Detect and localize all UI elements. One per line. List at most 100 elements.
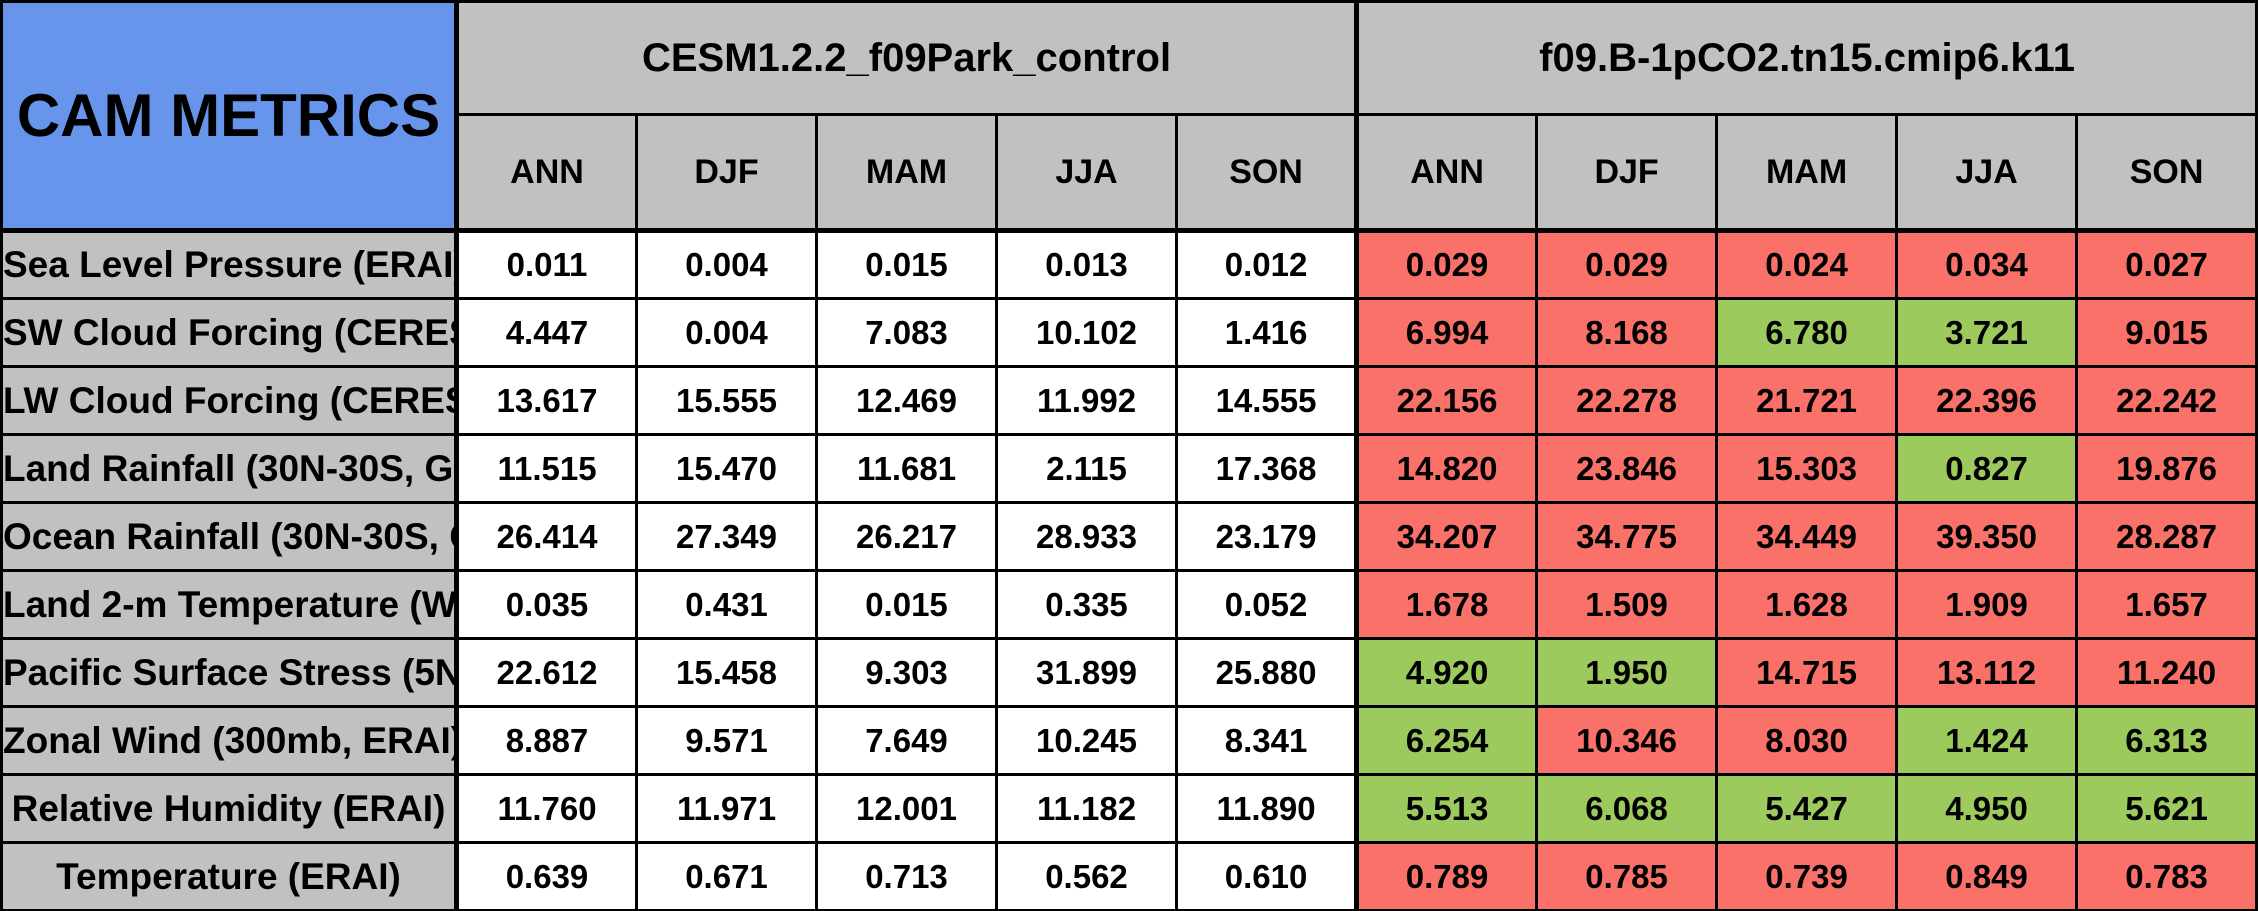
control-value-cell: 0.335 — [995, 569, 1178, 640]
season-header-1-0: ANN — [1354, 113, 1539, 233]
control-value-cell: 23.179 — [1174, 501, 1359, 572]
control-value-cell: 0.013 — [995, 229, 1178, 300]
experiment-value-cell: 15.303 — [1715, 433, 1899, 504]
experiment-value-cell: 28.287 — [2075, 501, 2259, 572]
season-header-0-2: MAM — [815, 113, 998, 233]
metric-row-label: SW Cloud Forcing (CERES-EBAF) — [0, 297, 458, 368]
control-value-cell: 15.458 — [635, 637, 818, 708]
experiment-value-cell: 0.029 — [1535, 229, 1719, 300]
experiment-value-cell: 8.030 — [1715, 705, 1899, 776]
control-value-cell: 11.681 — [815, 433, 998, 504]
experiment-value-cell: 22.242 — [2075, 365, 2259, 436]
control-value-cell: 26.414 — [454, 501, 638, 572]
experiment-value-cell: 11.240 — [2075, 637, 2259, 708]
metric-row-label: Temperature (ERAI) — [0, 841, 458, 911]
control-value-cell: 27.349 — [635, 501, 818, 572]
control-value-cell: 1.416 — [1174, 297, 1359, 368]
metric-row-label: Zonal Wind (300mb, ERAI) — [0, 705, 458, 776]
control-value-cell: 0.004 — [635, 297, 818, 368]
control-value-cell: 2.115 — [995, 433, 1178, 504]
control-value-cell: 13.617 — [454, 365, 638, 436]
table-row: Land 2-m Temperature (Willmott)0.0350.43… — [0, 569, 2259, 640]
experiment-value-cell: 6.780 — [1715, 297, 1899, 368]
control-value-cell: 11.182 — [995, 773, 1178, 844]
experiment-value-cell: 9.015 — [2075, 297, 2259, 368]
experiment-value-cell: 5.513 — [1354, 773, 1539, 844]
control-value-cell: 0.562 — [995, 841, 1178, 911]
control-value-cell: 15.470 — [635, 433, 818, 504]
experiment-value-cell: 1.424 — [1895, 705, 2079, 776]
experiment-value-cell: 0.024 — [1715, 229, 1899, 300]
experiment-value-cell: 1.628 — [1715, 569, 1899, 640]
experiment-value-cell: 6.068 — [1535, 773, 1719, 844]
experiment-value-cell: 6.313 — [2075, 705, 2259, 776]
control-value-cell: 11.890 — [1174, 773, 1359, 844]
experiment-value-cell: 14.820 — [1354, 433, 1539, 504]
control-value-cell: 0.015 — [815, 569, 998, 640]
experiment-value-cell: 23.846 — [1535, 433, 1719, 504]
season-header-row: ANN DJF MAM JJA SON ANN DJF MAM JJA SON — [2, 113, 2259, 233]
metrics-table-body: Sea Level Pressure (ERAI) 0.011 0.004 0.015… — [0, 229, 2259, 911]
control-value-cell: 14.555 — [1174, 365, 1359, 436]
experiment-value-cell: 22.156 — [1354, 365, 1539, 436]
experiment-value-cell: 22.278 — [1535, 365, 1719, 436]
season-header-0-4: SON — [1174, 113, 1359, 233]
control-value-cell: 11.515 — [454, 433, 638, 504]
control-value-cell: 0.431 — [635, 569, 818, 640]
control-value-cell: 0.015 — [815, 229, 998, 300]
control-value-cell: 31.899 — [995, 637, 1178, 708]
table-row: Temperature (ERAI) 0.639 0.671 0.713 0.562 0.… — [0, 841, 2259, 911]
control-value-cell: 0.011 — [454, 229, 638, 300]
model-column-group-header-control: CESM1.2.2_f09Park_control — [453, 0, 1359, 116]
experiment-value-cell: 13.112 — [1895, 637, 2079, 708]
table-row: SW Cloud Forcing (CERES-EBAF)4.4470.0047… — [0, 297, 2259, 368]
control-value-cell: 28.933 — [995, 501, 1178, 572]
control-value-cell: 9.303 — [815, 637, 998, 708]
experiment-value-cell: 0.789 — [1354, 841, 1539, 911]
table-title: CAM METRICS — [0, 0, 459, 233]
table-row: LW Cloud Forcing (CERES-EBAF)13.61715.55… — [0, 365, 2259, 436]
experiment-value-cell: 0.785 — [1535, 841, 1719, 911]
metric-row-label: LW Cloud Forcing (CERES-EBAF) — [0, 365, 458, 436]
model-column-group-header-experiment: f09.B-1pCO2.tn15.cmip6.k11 — [1354, 0, 2259, 116]
control-value-cell: 0.671 — [635, 841, 818, 911]
control-value-cell: 26.217 — [815, 501, 998, 572]
table-row: Sea Level Pressure (ERAI) 0.011 0.004 0.015… — [0, 229, 2259, 300]
control-value-cell: 4.447 — [454, 297, 638, 368]
season-header-1-2: MAM — [1715, 113, 1899, 233]
control-value-cell: 22.612 — [454, 637, 638, 708]
season-header-0-0: ANN — [454, 113, 638, 233]
experiment-value-cell: 4.950 — [1895, 773, 2079, 844]
control-value-cell: 11.760 — [454, 773, 638, 844]
experiment-value-cell: 10.346 — [1535, 705, 1719, 776]
control-value-cell: 0.004 — [635, 229, 818, 300]
control-value-cell: 0.052 — [1174, 569, 1359, 640]
control-value-cell: 0.713 — [815, 841, 998, 911]
experiment-value-cell: 34.449 — [1715, 501, 1899, 572]
experiment-value-cell: 0.783 — [2075, 841, 2259, 911]
season-header-1-1: DJF — [1535, 113, 1719, 233]
control-value-cell: 0.012 — [1174, 229, 1359, 300]
metric-row-label: Ocean Rainfall (30N-30S, GPCP) — [0, 501, 458, 572]
experiment-value-cell: 34.207 — [1354, 501, 1539, 572]
table-row: Relative Humidity (ERAI) 11.760 11.971 12.0… — [0, 773, 2259, 844]
table-row: Zonal Wind (300mb, ERAI) 8.887 9.571 7.649 1… — [0, 705, 2259, 776]
experiment-value-cell: 0.034 — [1895, 229, 2079, 300]
experiment-value-cell: 6.994 — [1354, 297, 1539, 368]
control-value-cell: 0.639 — [454, 841, 638, 911]
experiment-value-cell: 3.721 — [1895, 297, 2079, 368]
control-value-cell: 9.571 — [635, 705, 818, 776]
table-row: Ocean Rainfall (30N-30S, GPCP)26.41427.3… — [0, 501, 2259, 572]
experiment-value-cell: 8.168 — [1535, 297, 1719, 368]
experiment-value-cell: 21.721 — [1715, 365, 1899, 436]
season-header-0-3: JJA — [995, 113, 1178, 233]
experiment-value-cell: 19.876 — [2075, 433, 2259, 504]
experiment-value-cell: 34.775 — [1535, 501, 1719, 572]
control-value-cell: 7.083 — [815, 297, 998, 368]
season-header-1-3: JJA — [1895, 113, 2079, 233]
experiment-value-cell: 5.621 — [2075, 773, 2259, 844]
experiment-value-cell: 1.950 — [1535, 637, 1719, 708]
control-value-cell: 7.649 — [815, 705, 998, 776]
experiment-value-cell: 0.849 — [1895, 841, 2079, 911]
